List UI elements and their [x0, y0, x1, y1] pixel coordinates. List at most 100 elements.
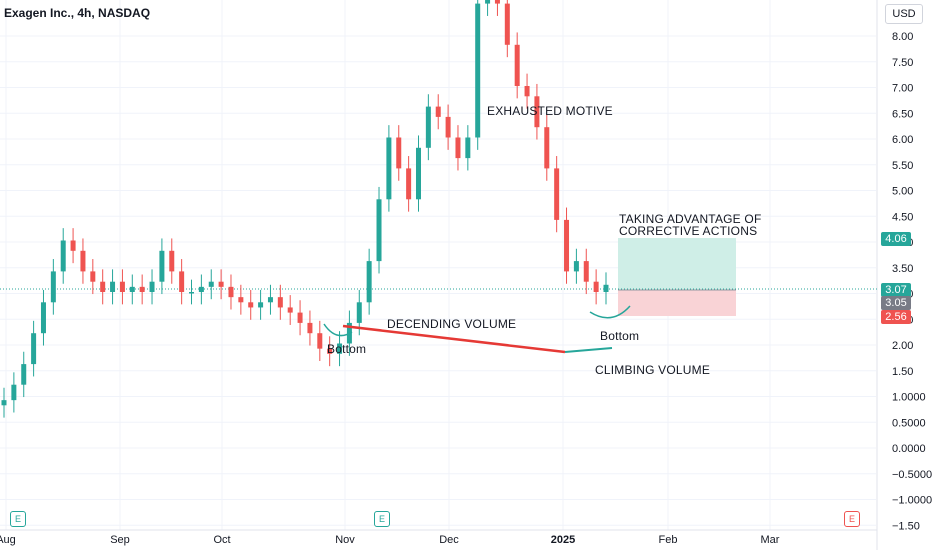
x-tick-label: Sep: [110, 534, 130, 546]
y-tick-label: −0.5000: [892, 469, 932, 481]
candle-body: [169, 250, 175, 272]
candle-body: [465, 137, 471, 159]
candle-body: [297, 312, 303, 323]
candle-body: [139, 286, 145, 292]
candle-body: [248, 302, 254, 308]
y-tick-label: −1.0000: [892, 495, 932, 507]
y-tick-label: 4.50: [892, 211, 913, 223]
candle-body: [100, 281, 106, 292]
candle-body: [603, 284, 609, 292]
y-tick-label: 1.50: [892, 366, 913, 378]
candle-body: [376, 199, 382, 262]
x-tick-label: Dec: [439, 534, 459, 546]
y-tick-label: 3.50: [892, 263, 913, 275]
candle-body: [366, 261, 372, 303]
candle-body: [327, 348, 333, 354]
candle-body: [70, 240, 76, 251]
candle-body: [544, 127, 550, 169]
candle-body: [189, 292, 195, 294]
candle-body: [534, 96, 540, 128]
candle-body: [90, 271, 96, 282]
annotation-bottom-right: Bottom: [600, 329, 640, 343]
annotation-bottom-left: Bottom: [327, 342, 367, 356]
y-tick-label: 7.00: [892, 83, 913, 95]
candle-body: [564, 219, 570, 272]
candle-body: [475, 3, 481, 138]
candle-body: [554, 168, 560, 220]
bottom-arc-left: [323, 323, 353, 337]
candle-body: [514, 44, 520, 86]
price-tag-target: 4.06: [881, 232, 911, 246]
chart-title: Exagen Inc., 4h, NASDAQ: [4, 6, 151, 20]
y-tick-label: 0.0000: [892, 443, 926, 455]
annotation-decending-volume: DECENDING VOLUME: [387, 317, 517, 331]
y-tick-label: 8.00: [892, 31, 913, 43]
candle-body: [425, 106, 431, 148]
annotation-exhausted-motive: EXHAUSTED MOTIVE: [487, 104, 613, 118]
candle-body: [415, 147, 421, 200]
stop-zone: [618, 290, 736, 316]
annotation-taking-advantage: TAKING ADVANTAGE OF: [619, 212, 762, 226]
candle-body: [386, 137, 392, 200]
candle-body: [110, 281, 116, 292]
x-tick-label: Nov: [335, 534, 355, 546]
bottom-arc-right: [589, 305, 631, 319]
candle-body: [149, 281, 155, 292]
candle-body: [21, 364, 27, 385]
price-tag-entry: 3.05: [881, 296, 911, 310]
candle-body: [40, 302, 46, 334]
annotation-climbing-volume: CLIMBING VOLUME: [595, 363, 711, 377]
candle-body: [50, 271, 56, 303]
y-tick-label: 5.00: [892, 186, 913, 198]
candle-body: [11, 384, 17, 401]
y-tick-label: 7.50: [892, 57, 913, 69]
candle-body: [31, 333, 37, 365]
candle-body: [228, 286, 234, 298]
candle-body: [129, 286, 135, 292]
y-tick-label: 5.50: [892, 160, 913, 172]
y-tick-label: −1.50: [892, 520, 920, 532]
price-tag-last: 3.07: [881, 283, 911, 297]
x-tick-label: 2025: [551, 534, 575, 546]
annotation-corrective-actions: CORRECTIVE ACTIONS: [619, 224, 758, 238]
candle-body: [317, 333, 323, 349]
earnings-icon[interactable]: E: [10, 511, 26, 527]
descending-volume-line: [342, 324, 566, 354]
candle-body: [60, 240, 66, 272]
earnings-icon[interactable]: E: [374, 511, 390, 527]
candle-body: [307, 322, 313, 334]
candle-body: [504, 3, 510, 45]
candle-body: [396, 137, 402, 169]
earnings-icon[interactable]: E: [844, 511, 860, 527]
candle-body: [494, 0, 500, 4]
candle-body: [159, 250, 165, 282]
candle-body: [435, 106, 441, 117]
candle-body: [258, 302, 264, 308]
x-tick-label: Mar: [761, 534, 780, 546]
candle-body: [583, 261, 589, 282]
price-tag-stop: 2.56: [881, 310, 911, 324]
candle-body: [119, 281, 125, 292]
candle-body: [1, 400, 7, 406]
candle-body: [238, 297, 244, 303]
currency-button[interactable]: USD: [885, 4, 923, 24]
y-tick-label: 1.0000: [892, 392, 926, 404]
candle-body: [524, 86, 530, 97]
y-tick-label: 2.00: [892, 340, 913, 352]
candle-body: [277, 297, 283, 308]
y-tick-label: 6.50: [892, 108, 913, 120]
candle-body: [485, 0, 491, 4]
candle-body: [267, 297, 273, 303]
candle-body: [573, 261, 579, 272]
y-tick-label: 6.00: [892, 134, 913, 146]
x-tick-label: Oct: [213, 534, 230, 546]
candle-body: [208, 281, 214, 287]
candle-body: [406, 168, 412, 200]
candle-body: [593, 281, 599, 292]
candle-body: [179, 271, 185, 292]
candle-body: [455, 137, 461, 159]
candle-body: [198, 286, 204, 292]
candle-body: [218, 281, 224, 287]
x-tick-label: Aug: [0, 534, 16, 546]
